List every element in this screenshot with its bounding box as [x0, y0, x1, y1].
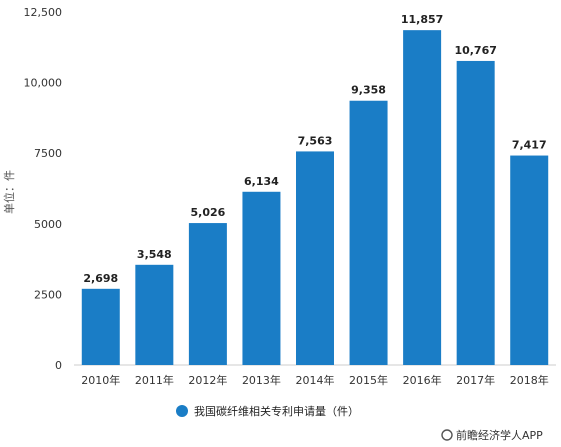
x-tick-label: 2014年 — [296, 373, 335, 387]
source-text: 前瞻经济学人APP — [456, 428, 543, 442]
x-axis-ticks: 2010年 2011年 2012年 2013年 2014年 2015年 2016年 2017年… — [81, 373, 548, 387]
data-label: 3,548 — [137, 248, 172, 261]
data-label: 10,767 — [454, 44, 496, 57]
data-labels: 2,698 3,548 5,026 6,134 7,563 9,358 11,857 10,7… — [83, 13, 546, 285]
data-label: 7,417 — [512, 139, 547, 152]
x-tick-label: 2017年 — [456, 373, 495, 387]
legend-label: 我国碳纤维相关专利申请量（件） — [194, 404, 359, 418]
x-tick-label: 2011年 — [135, 373, 174, 387]
data-label: 5,026 — [190, 206, 225, 219]
y-tick-label: 2500 — [34, 288, 62, 301]
x-tick-label: 2016年 — [403, 373, 442, 387]
x-tick-label: 2010年 — [81, 373, 120, 387]
legend-swatch — [176, 405, 188, 417]
x-tick-label: 2013年 — [242, 373, 281, 387]
source-credit: 前瞻经济学人APP — [441, 428, 543, 442]
bar — [296, 151, 334, 365]
bar — [403, 30, 442, 365]
x-tick-label: 2018年 — [510, 373, 549, 387]
y-axis-ticks: 0 2500 5000 7500 10,000 12,500 — [24, 6, 63, 372]
y-tick-label: 5000 — [34, 218, 62, 231]
bar — [349, 100, 388, 366]
data-label: 6,134 — [244, 175, 279, 188]
bar — [242, 191, 281, 365]
y-tick-label: 10,000 — [24, 77, 63, 90]
bar — [135, 264, 174, 365]
data-label: 7,563 — [298, 134, 333, 147]
data-label: 11,857 — [401, 13, 443, 26]
y-tick-label: 0 — [55, 359, 62, 372]
y-tick-label: 7500 — [34, 147, 62, 160]
bars — [81, 30, 549, 366]
y-tick-label: 12,500 — [24, 6, 63, 19]
y-axis-label: 单位：件 — [2, 170, 16, 214]
data-label: 9,358 — [351, 84, 386, 97]
x-tick-label: 2012年 — [188, 373, 227, 387]
data-label: 2,698 — [83, 272, 118, 285]
bar — [510, 155, 549, 365]
legend: 我国碳纤维相关专利申请量（件） — [176, 404, 359, 418]
bar — [81, 288, 120, 365]
source-logo-icon — [441, 429, 453, 441]
bar — [456, 60, 495, 366]
bar — [188, 223, 227, 365]
x-tick-label: 2015年 — [349, 373, 388, 387]
